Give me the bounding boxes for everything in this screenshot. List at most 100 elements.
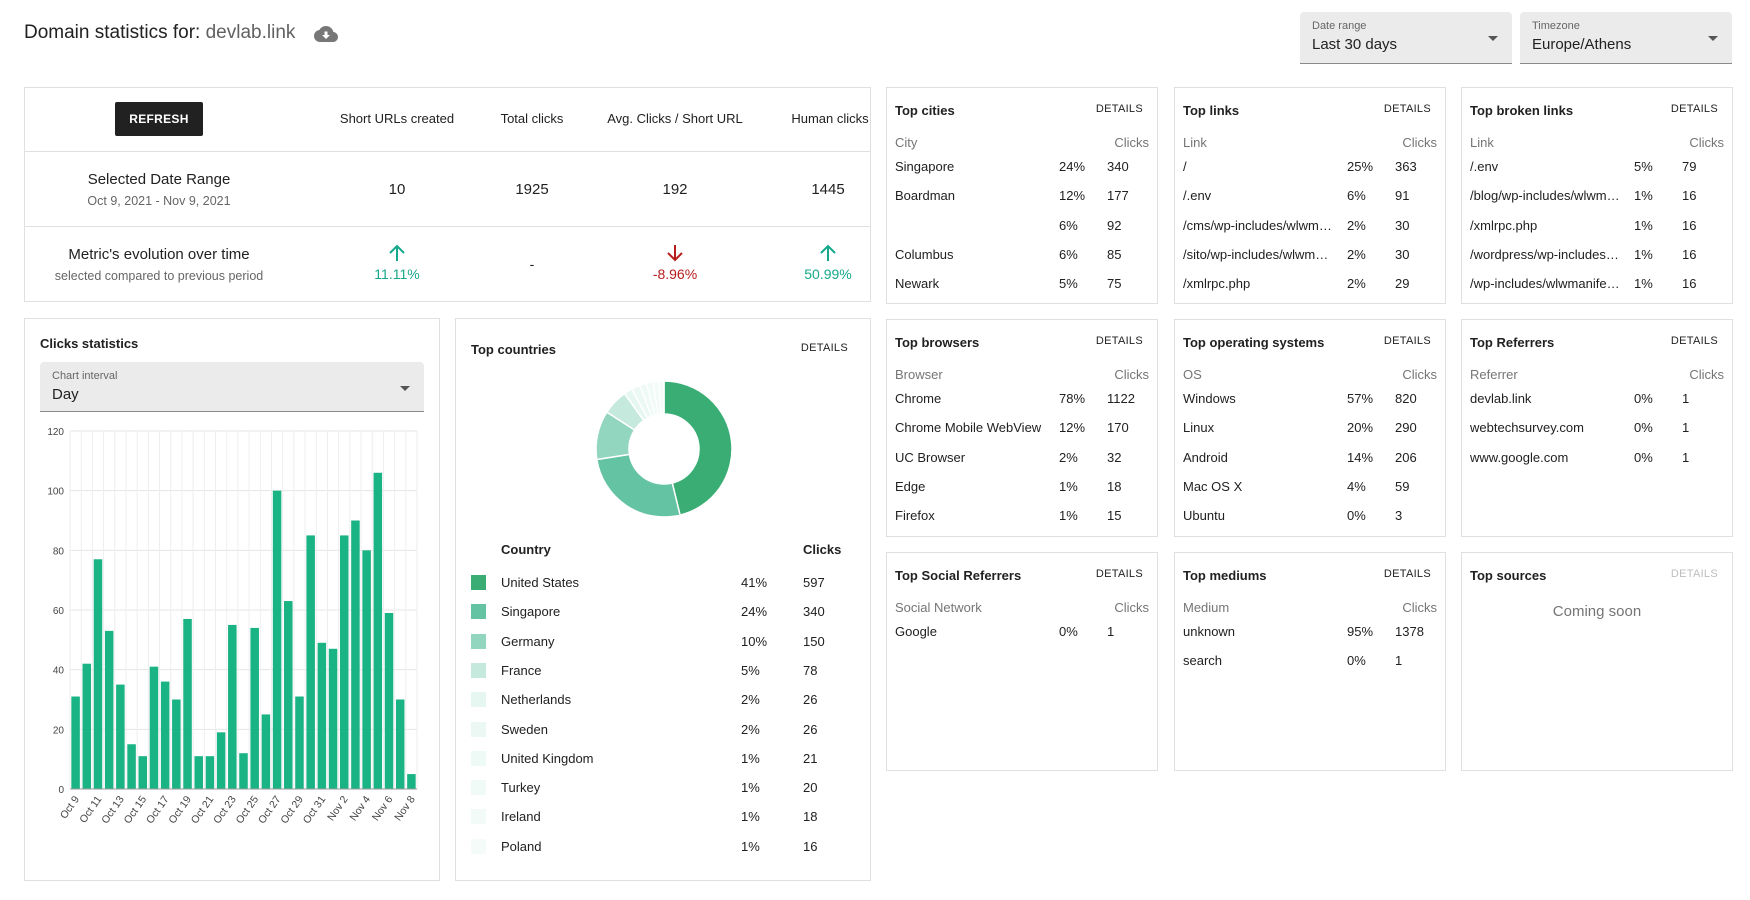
top-mediums-title: Top mediums [1183, 568, 1267, 583]
table-row-name[interactable]: /wp-includes/wlwmanifest.xml [1470, 276, 1620, 292]
table-row-clicks: 92 [1107, 217, 1122, 233]
table-row-percent: 12% [1059, 420, 1086, 436]
country-clicks: 26 [803, 692, 818, 708]
table-row-name[interactable]: www.google.com [1470, 449, 1569, 465]
short-urls-value: 10 [388, 181, 406, 198]
refresh-button[interactable]: REFRESH [115, 102, 203, 136]
chart-interval-label: Chart interval [52, 370, 118, 382]
referrers-details-button[interactable]: DETAILS [1670, 335, 1718, 347]
browsers-name-header: Browser [895, 367, 943, 382]
table-row-name[interactable]: Newark [895, 276, 940, 292]
bar [284, 601, 293, 789]
mediums-details-button[interactable]: DETAILS [1383, 568, 1431, 580]
bar [384, 612, 394, 789]
social-details-button[interactable]: DETAILS [1095, 568, 1143, 580]
table-row-name[interactable]: /sito/wp-includes/wlwmanifest.xml [1183, 246, 1333, 262]
table-row-name[interactable]: unknown [1183, 624, 1236, 639]
column-header: Avg. Clicks / Short URL [607, 111, 743, 126]
table-row-name[interactable]: Firefox [895, 508, 935, 524]
country-name: United Kingdom [501, 750, 594, 766]
bar [250, 627, 259, 789]
table-row-name[interactable]: webtechsurvey.com [1470, 420, 1584, 436]
mediums-name-header: Medium [1183, 600, 1230, 615]
table-row-name[interactable]: Mac OS X [1183, 478, 1243, 494]
country-name: Ireland [501, 809, 541, 825]
top-os-card: Top operating systems DETAILS OS Clicks W… [1174, 319, 1446, 537]
table-row-percent: 1% [1059, 478, 1078, 494]
x-tick-label: Oct 21 [189, 794, 217, 826]
table-row-clicks: 18 [1107, 478, 1122, 494]
table-row-name[interactable]: /blog/wp-includes/wlwmanifest.xml [1470, 188, 1620, 204]
table-row-name[interactable]: Google [895, 624, 937, 639]
timezone-select[interactable]: Timezone Europe/Athens [1520, 12, 1732, 64]
timezone-label: Timezone [1532, 20, 1580, 32]
table-row-clicks: 59 [1395, 478, 1410, 494]
table-row-percent: 78% [1059, 391, 1086, 406]
table-row-name[interactable]: Singapore [895, 159, 955, 174]
table-row-name[interactable]: Ubuntu [1183, 508, 1225, 524]
top-referrers-title: Top Referrers [1470, 335, 1555, 350]
top-cities-title: Top cities [895, 103, 955, 118]
top-social-card: Top Social Referrers DETAILS Social Netw… [886, 552, 1158, 771]
evolution-total-clicks: - [529, 256, 535, 272]
broken-details-button[interactable]: DETAILS [1670, 103, 1718, 115]
x-tick-label: Nov 6 [370, 794, 396, 823]
countries-details-button[interactable]: DETAILS [800, 342, 848, 354]
date-range-select[interactable]: Date range Last 30 days [1300, 12, 1512, 64]
arrow-up-icon [820, 244, 836, 261]
country-percent: 1% [741, 838, 760, 854]
top-social-title: Top Social Referrers [895, 568, 1022, 583]
table-row-name[interactable]: /xmlrpc.php [1183, 276, 1251, 292]
table-row-clicks: 1 [1107, 624, 1115, 639]
chart-interval-select[interactable]: Chart interval Day [40, 362, 424, 412]
table-row-name[interactable]: Edge [895, 478, 926, 494]
country-name: Poland [501, 838, 542, 854]
bar [239, 753, 248, 789]
table-row-name[interactable]: Chrome [895, 391, 942, 406]
legend-swatch [471, 750, 486, 766]
table-row-name[interactable]: Android [1183, 449, 1228, 465]
top-browsers-title: Top browsers [895, 335, 980, 350]
table-row-name[interactable]: / [1183, 159, 1187, 174]
column-header: Short URLs created [339, 111, 455, 126]
table-row-name[interactable]: /.env [1183, 188, 1212, 204]
table-row-percent: 25% [1347, 159, 1374, 174]
browsers-details-button[interactable]: DETAILS [1095, 335, 1143, 347]
referrers-clicks-header: Clicks [1689, 367, 1724, 382]
bar [272, 490, 282, 789]
bar [205, 756, 215, 789]
bar [93, 559, 103, 789]
top-countries-card: Top countries DETAILS Country Clicks Uni… [455, 318, 871, 881]
country-clicks: 26 [803, 721, 818, 737]
table-row-name[interactable]: /cms/wp-includes/wlwmanifest.xml [1183, 217, 1333, 233]
table-row-name[interactable]: UC Browser [895, 449, 966, 465]
table-row-clicks: 206 [1395, 449, 1417, 465]
table-row-name[interactable]: /wordpress/wp-includes/wlwmanifest.xml [1470, 246, 1620, 262]
evolution-avg-clicks: -8.96% [652, 266, 698, 282]
table-row-name[interactable]: /xmlrpc.php [1470, 217, 1538, 233]
country-percent: 1% [741, 750, 760, 766]
country-name: United States [501, 575, 580, 590]
cloud-download-icon[interactable] [314, 25, 338, 43]
legend-swatch [471, 662, 486, 678]
table-row-name[interactable]: Columbus [895, 246, 954, 262]
table-row-name[interactable]: search [1183, 653, 1223, 669]
table-row-name[interactable]: Chrome Mobile WebView [895, 420, 1042, 436]
table-row-name[interactable]: /.env [1470, 159, 1499, 174]
bar [172, 699, 181, 789]
table-row-name[interactable]: Boardman [895, 188, 955, 204]
bar [216, 732, 226, 789]
cities-details-button[interactable]: DETAILS [1095, 103, 1143, 115]
links-details-button[interactable]: DETAILS [1383, 103, 1431, 115]
table-row-percent: 0% [1634, 391, 1653, 406]
table-row-name[interactable]: Linux [1183, 420, 1215, 436]
y-tick-label: 80 [53, 546, 65, 557]
chart-interval-value: Day [52, 386, 79, 403]
table-row-percent: 2% [1059, 449, 1078, 465]
bar [149, 666, 159, 789]
table-row-name[interactable]: Windows [1183, 391, 1236, 406]
donut-slice [595, 453, 681, 518]
table-row-name[interactable]: devlab.link [1470, 391, 1532, 406]
legend-swatch [471, 780, 486, 796]
os-details-button[interactable]: DETAILS [1383, 335, 1431, 347]
